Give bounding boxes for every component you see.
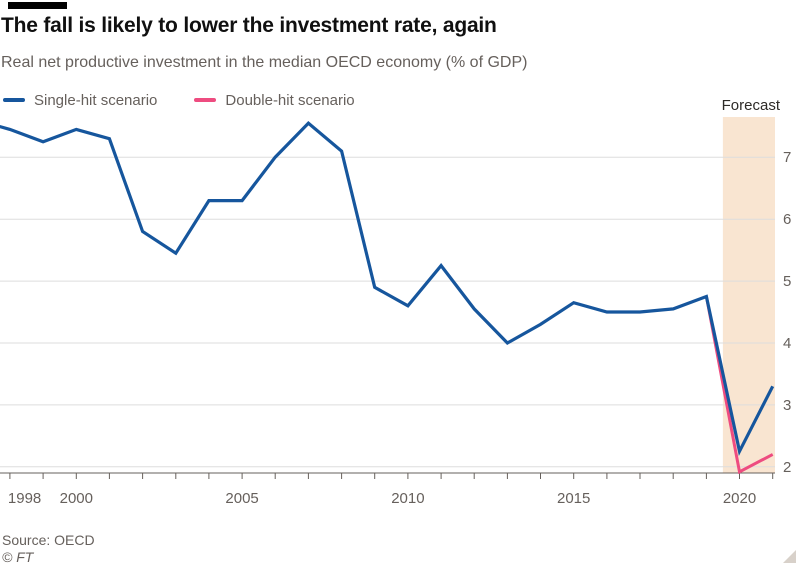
x-tick-label-2010: 2010 xyxy=(391,490,424,507)
y-tick-label-2: 2 xyxy=(783,459,791,476)
legend-label-double-hit: Double-hit scenario xyxy=(225,91,355,109)
series-line-single-hit-scenario xyxy=(0,121,775,457)
legend-label-single-hit: Single-hit scenario xyxy=(34,91,158,109)
source-note: Source: OECD xyxy=(2,532,95,548)
legend-item-single-hit: Single-hit scenario xyxy=(3,92,157,109)
legend-item-double-hit: Double-hit scenario xyxy=(194,91,355,109)
x-tick-label-2000: 2000 xyxy=(60,490,93,507)
x-tick-label-1998: 1998 xyxy=(8,490,41,507)
y-tick-label-6: 6 xyxy=(783,211,791,228)
single-hit-swatch-icon xyxy=(3,98,25,102)
chart-title: The fall is likely to lower the investme… xyxy=(1,14,497,37)
double-hit-swatch-icon xyxy=(194,98,217,102)
resize-corner-icon xyxy=(783,550,796,563)
chart-legend: Single-hit scenario Double-hit scenario xyxy=(3,90,355,110)
y-tick-label-5: 5 xyxy=(783,273,791,290)
chart-subtitle: Real net productive investment in the me… xyxy=(1,54,528,71)
x-tick-label-2020: 2020 xyxy=(723,490,756,507)
y-tick-label-7: 7 xyxy=(783,149,791,166)
x-tick-label-2015: 2015 xyxy=(557,490,590,507)
y-tick-label-4: 4 xyxy=(783,335,791,352)
y-tick-label-3: 3 xyxy=(783,397,791,414)
x-tick-label-2005: 2005 xyxy=(225,490,258,507)
copyright-note: © FT xyxy=(2,549,34,565)
ft-top-bar xyxy=(8,2,67,9)
forecast-label: Forecast xyxy=(721,97,780,114)
